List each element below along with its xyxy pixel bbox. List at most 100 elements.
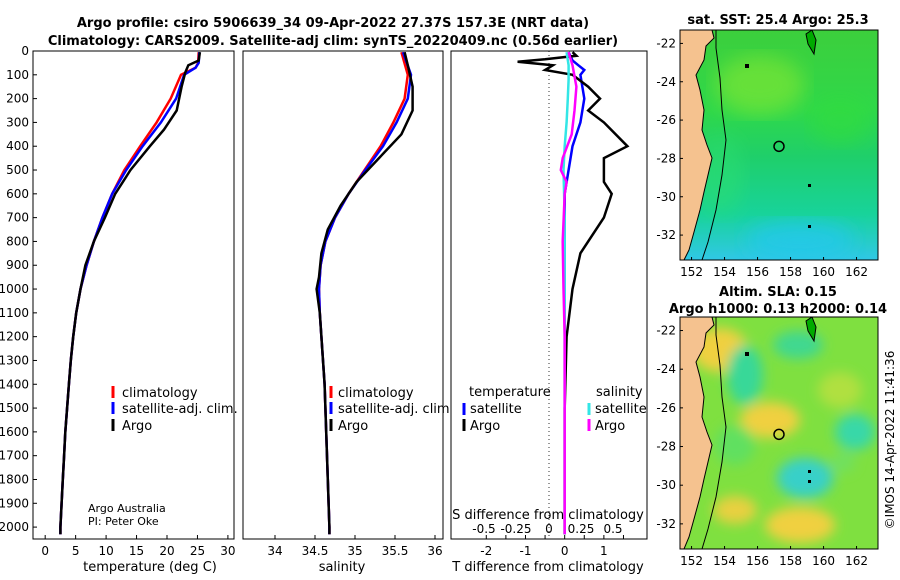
t-difference-axis-label: T difference from climatology (451, 560, 644, 575)
salinity-axis-ticks: 34 34.5 35 35.5 36 (267, 535, 443, 558)
x-tick-label: 20 (159, 544, 174, 558)
lon-tick-label: 152 (680, 265, 703, 279)
y-tick-label: 100 (6, 68, 29, 82)
sst-map-frame (679, 29, 879, 261)
salinity-legend: climatology satellite-adj. clim. Argo (329, 386, 454, 434)
lon-tick-label: 156 (746, 265, 769, 279)
y-tick-label: 1400 (0, 377, 29, 391)
y-tick-label: 1900 (0, 496, 29, 510)
argo-position-marker (773, 140, 785, 153)
s-tick-label: 0.25 (568, 522, 595, 536)
sla-map-frame (679, 316, 879, 550)
lat-tick-label: -26 (656, 401, 676, 415)
salinity-panel: 34 34.5 35 35.5 36 salinity climatology sate… (242, 50, 454, 575)
s-tick-label: 0 (545, 522, 553, 536)
sla-map-subtitle: Argo h1000: 0.13 h2000: 0.14 (669, 302, 887, 317)
x-tick-label: 36 (427, 544, 442, 558)
lat-tick-label: -32 (656, 228, 676, 242)
lat-tick-label: -24 (656, 75, 676, 89)
x-tick-label: 35.5 (382, 544, 409, 558)
figure-title-line1: Argo profile: csiro 5906639_34 09-Apr-20… (77, 16, 589, 31)
temperature-legend: climatology satellite-adj. clim. Argo (111, 386, 238, 434)
lon-tick-label: 160 (812, 554, 835, 568)
x-tick-label: 30 (220, 544, 235, 558)
legend-temperature-title: temperature (469, 385, 551, 400)
legend-satellite-label: satellite-adj. clim. (122, 402, 238, 417)
sla-map-lat-ticks: -22 -24 -26 -28 -30 -32 (656, 324, 683, 531)
lon-tick-label: 152 (680, 554, 703, 568)
y-tick-label: 900 (6, 258, 29, 272)
lat-tick-label: -30 (656, 478, 676, 492)
sla-map-lon-ticks: 152 154 156 158 160 162 (680, 546, 868, 568)
y-tick-label: 2000 (0, 520, 29, 534)
temperature-series-argo (59, 52, 202, 535)
lat-tick-label: -30 (656, 190, 676, 204)
legend-argo-label: Argo (338, 419, 368, 434)
difference-panel: -2 -1 0 1 -0.5 -0.25 0 0.25 0.5 S difference fr… (450, 50, 648, 575)
y-tick-label: 1000 (0, 282, 29, 296)
legend-salinity-title: salinity (596, 385, 643, 400)
y-tick-label: 0 (21, 44, 29, 58)
lon-tick-label: 160 (812, 265, 835, 279)
temperature-lines (59, 52, 202, 535)
sst-map-image (680, 30, 878, 260)
difference-legend: temperature satellite Argo salinity sate… (462, 385, 647, 434)
y-tick-label: 800 (6, 234, 29, 248)
x-tick-label: -1 (519, 544, 531, 558)
difference-lines (517, 51, 630, 535)
lat-tick-label: -22 (656, 36, 676, 50)
x-tick-label: 1 (600, 544, 608, 558)
sla-map-panel: Altim. SLA: 0.15 Argo h1000: 0.13 h2000:… (656, 285, 887, 568)
x-tick-label: 10 (98, 544, 113, 558)
argo-position-marker (773, 428, 785, 441)
temperature-plot-frame (32, 50, 235, 540)
lon-tick-label: 156 (746, 554, 769, 568)
salinity-lines (315, 51, 414, 535)
sst-map-lat-ticks: -22 -24 -26 -28 -30 -32 (656, 36, 683, 242)
y-tick-label: 400 (6, 139, 29, 153)
y-tick-label: 1500 (0, 401, 29, 415)
lat-tick-label: -28 (656, 151, 676, 165)
y-tick-label: 200 (6, 92, 29, 106)
credit-line2: PI: Peter Oke (88, 515, 159, 528)
y-tick-label: 1300 (0, 353, 29, 367)
x-tick-label: 0 (41, 544, 49, 558)
x-tick-label: 25 (190, 544, 205, 558)
y-tick-label: 600 (6, 187, 29, 201)
legend-s-argo-label: Argo (595, 419, 625, 434)
x-tick-label: 0 (561, 544, 569, 558)
legend-climatology-label: climatology (122, 386, 198, 401)
y-tick-label: 700 (6, 211, 29, 225)
imos-timestamp: ©IMOS 14-Apr-2022 11:41:36 (883, 351, 897, 530)
depth-axis-ticks: 0 100 200 300 400 500 600 700 800 900 1000 1100 1200… (0, 44, 37, 534)
salinity-axis-label: salinity (319, 560, 366, 575)
legend-t-argo-label: Argo (470, 419, 500, 434)
y-tick-label: 1700 (0, 449, 29, 463)
s-tick-label: -0.5 (472, 522, 495, 536)
x-tick-label: 15 (129, 544, 144, 558)
y-tick-label: 300 (6, 115, 29, 129)
y-tick-label: 1600 (0, 425, 29, 439)
temperature-panel: 0100200300400500600700800900100011001200… (0, 44, 238, 575)
lat-tick-label: -26 (656, 113, 676, 127)
y-tick-label: 1200 (0, 330, 29, 344)
difference-series-temperature-argo (517, 51, 630, 535)
salinity-series-argo (315, 51, 414, 535)
x-tick-label: 35 (347, 544, 362, 558)
sst-map-title: sat. SST: 25.4 Argo: 25.3 (687, 13, 868, 28)
sla-map-title: Altim. SLA: 0.15 (719, 285, 837, 300)
legend-argo-label: Argo (122, 419, 152, 434)
y-tick-label: 500 (6, 163, 29, 177)
credit-line1: Argo Australia (88, 502, 166, 515)
legend-satellite-label: satellite-adj. clim. (338, 402, 454, 417)
lon-tick-label: 162 (845, 554, 868, 568)
t-difference-axis-ticks: -2 -1 0 1 (480, 535, 624, 558)
lon-tick-label: 158 (779, 554, 802, 568)
temperature-axis-ticks: 0 5 10 15 20 25 30 (41, 535, 236, 558)
legend-s-satellite-label: satellite (595, 402, 647, 417)
s-tick-label: 0.5 (603, 522, 622, 536)
sst-map-lon-ticks: 152 154 156 158 160 162 (680, 257, 868, 279)
lon-tick-label: 162 (845, 265, 868, 279)
lat-tick-label: -22 (656, 324, 676, 338)
